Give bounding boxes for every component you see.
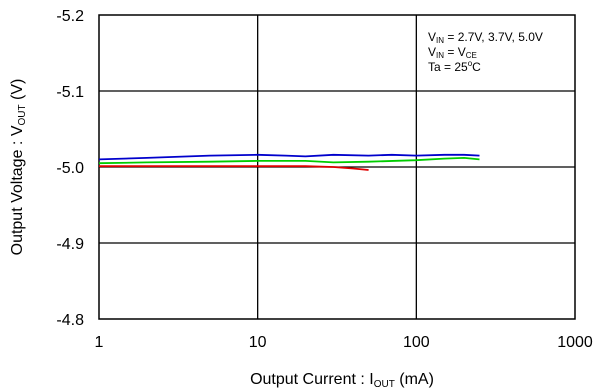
series-group [98,153,480,171]
series-line-3 [99,165,369,171]
y-tick-labels: -5.2 -5.1 -5.0 -4.9 -4.8 [56,8,84,329]
x-tick-label: 1000 [557,334,593,351]
y-tick-label: -4.9 [56,236,84,253]
y-axis-label: Output Voltage : VOUT (V) [9,79,28,256]
x-tick-label: 10 [249,334,267,351]
x-axis-label: Output Current : IOUT (mA) [250,371,434,390]
y-tick-label: -5.1 [56,84,84,101]
y-tick-label: -4.8 [56,312,84,329]
x-tick-label: 1 [95,334,104,351]
y-tick-label: -5.2 [56,8,84,25]
series-line-1 [98,153,480,161]
series-line-2 [98,156,480,165]
condition-line: VIN = VCE [428,45,477,60]
x-tick-label: 100 [403,334,430,351]
x-tick-labels: 1 10 100 1000 [95,334,593,351]
condition-line: VIN = 2.7V, 3.7V, 5.0V [428,30,543,45]
condition-line: Ta = 25oC [428,59,481,74]
y-tick-label: -5.0 [56,160,84,177]
